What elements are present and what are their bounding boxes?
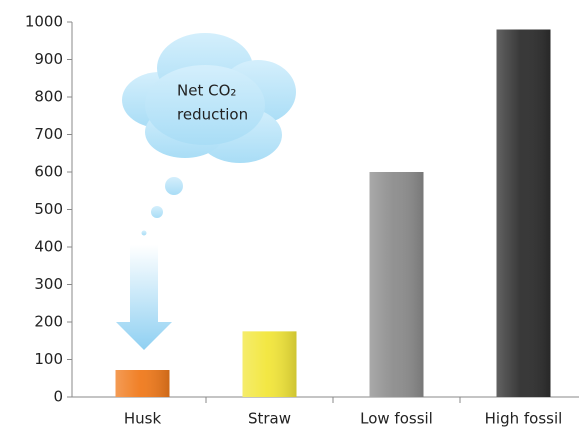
x-tick-label: High fossil (485, 410, 563, 428)
cloud (122, 33, 296, 236)
y-tick-label: 800 (34, 88, 63, 106)
bar-shine (496, 29, 551, 397)
bar-shine (369, 172, 424, 397)
y-tick-label: 700 (34, 125, 63, 143)
arrow (116, 245, 172, 350)
y-tick-label: 900 (34, 50, 63, 68)
y-tick-label: 500 (34, 200, 63, 218)
y-tick-label: 100 (34, 350, 63, 368)
y-tick-label: 300 (34, 275, 63, 293)
bar-shine (115, 370, 170, 397)
y-tick-label: 400 (34, 238, 63, 256)
x-tick-label: Straw (248, 410, 291, 428)
annotation: Net CO₂ (177, 82, 236, 100)
y-tick-label: 600 (34, 163, 63, 181)
y-tick-label: 200 (34, 313, 63, 331)
x-tick-label: Low fossil (360, 410, 433, 428)
x-tick-label: Husk (124, 410, 162, 428)
y-tick-label: 1000 (25, 13, 63, 31)
y-tick-label: 0 (53, 388, 63, 406)
annotation: reduction (177, 106, 248, 124)
bar-shine (242, 331, 297, 397)
